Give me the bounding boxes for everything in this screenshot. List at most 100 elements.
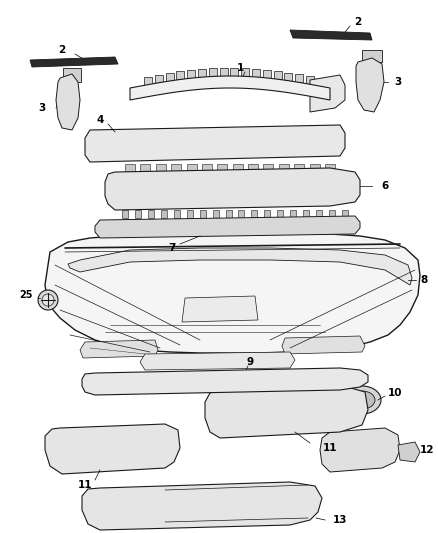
- Polygon shape: [82, 368, 368, 395]
- Polygon shape: [200, 210, 206, 218]
- Polygon shape: [290, 30, 372, 40]
- Polygon shape: [230, 68, 238, 76]
- Polygon shape: [80, 340, 158, 358]
- Polygon shape: [148, 210, 154, 218]
- Polygon shape: [205, 385, 368, 438]
- Text: 8: 8: [420, 275, 427, 285]
- Polygon shape: [325, 164, 335, 172]
- Ellipse shape: [84, 437, 116, 459]
- Polygon shape: [263, 70, 271, 78]
- Text: 1: 1: [237, 63, 244, 73]
- Polygon shape: [130, 76, 330, 100]
- Polygon shape: [316, 210, 322, 218]
- Text: 9: 9: [247, 357, 254, 367]
- Polygon shape: [209, 68, 217, 76]
- Polygon shape: [241, 68, 249, 76]
- Text: 6: 6: [381, 181, 389, 191]
- Polygon shape: [45, 232, 420, 353]
- Polygon shape: [212, 210, 219, 218]
- Text: 11: 11: [323, 443, 337, 453]
- Polygon shape: [251, 210, 258, 218]
- Polygon shape: [329, 210, 335, 218]
- Circle shape: [110, 138, 120, 148]
- Text: 13: 13: [333, 515, 347, 525]
- Polygon shape: [282, 336, 365, 354]
- Text: 2: 2: [58, 45, 66, 55]
- Polygon shape: [356, 58, 384, 112]
- Ellipse shape: [280, 405, 300, 419]
- Polygon shape: [171, 164, 181, 172]
- Ellipse shape: [349, 391, 375, 409]
- Polygon shape: [30, 57, 118, 67]
- Circle shape: [310, 138, 320, 148]
- Polygon shape: [277, 210, 283, 218]
- Polygon shape: [238, 210, 244, 218]
- Polygon shape: [310, 75, 345, 112]
- Bar: [362, 50, 382, 62]
- Polygon shape: [320, 428, 400, 472]
- Polygon shape: [156, 164, 166, 172]
- Text: 25: 25: [19, 290, 33, 300]
- Polygon shape: [265, 210, 270, 218]
- Polygon shape: [264, 164, 273, 172]
- Ellipse shape: [116, 501, 144, 519]
- Text: 4: 4: [96, 115, 104, 125]
- Polygon shape: [122, 210, 128, 218]
- Polygon shape: [217, 164, 227, 172]
- Polygon shape: [82, 482, 322, 530]
- Polygon shape: [56, 74, 80, 130]
- Polygon shape: [105, 168, 360, 210]
- Polygon shape: [252, 69, 260, 77]
- Polygon shape: [155, 75, 163, 83]
- Text: 12: 12: [420, 445, 434, 455]
- Polygon shape: [187, 164, 197, 172]
- Circle shape: [290, 138, 300, 148]
- Ellipse shape: [121, 505, 139, 515]
- Polygon shape: [144, 77, 152, 85]
- Polygon shape: [306, 76, 314, 84]
- Polygon shape: [295, 75, 303, 83]
- Polygon shape: [219, 68, 228, 76]
- Polygon shape: [202, 164, 212, 172]
- Text: 10: 10: [388, 388, 402, 398]
- Polygon shape: [226, 210, 232, 218]
- Text: 7: 7: [168, 243, 176, 253]
- Polygon shape: [141, 164, 150, 172]
- Polygon shape: [161, 210, 167, 218]
- Circle shape: [42, 294, 54, 306]
- Polygon shape: [398, 442, 420, 462]
- Text: 3: 3: [39, 103, 46, 113]
- Bar: [63, 68, 81, 82]
- Polygon shape: [177, 71, 184, 79]
- Polygon shape: [45, 424, 180, 474]
- Polygon shape: [125, 164, 135, 172]
- Polygon shape: [174, 210, 180, 218]
- Ellipse shape: [343, 386, 381, 414]
- Polygon shape: [140, 352, 295, 370]
- Polygon shape: [198, 69, 206, 77]
- Polygon shape: [187, 70, 195, 78]
- Polygon shape: [248, 164, 258, 172]
- Ellipse shape: [90, 441, 110, 455]
- Polygon shape: [68, 248, 412, 285]
- Polygon shape: [233, 164, 243, 172]
- Text: 3: 3: [394, 77, 402, 87]
- Polygon shape: [279, 164, 289, 172]
- Polygon shape: [187, 210, 193, 218]
- Polygon shape: [310, 164, 320, 172]
- Ellipse shape: [274, 401, 306, 423]
- Polygon shape: [182, 296, 258, 322]
- Polygon shape: [294, 164, 304, 172]
- Text: 2: 2: [354, 17, 362, 27]
- Polygon shape: [290, 210, 296, 218]
- Text: 11: 11: [78, 480, 92, 490]
- Polygon shape: [284, 72, 293, 80]
- Polygon shape: [95, 216, 360, 238]
- Polygon shape: [85, 125, 345, 162]
- Polygon shape: [303, 210, 309, 218]
- Polygon shape: [166, 73, 173, 81]
- Circle shape: [38, 290, 58, 310]
- Polygon shape: [274, 71, 282, 79]
- Polygon shape: [342, 210, 348, 218]
- Circle shape: [130, 138, 140, 148]
